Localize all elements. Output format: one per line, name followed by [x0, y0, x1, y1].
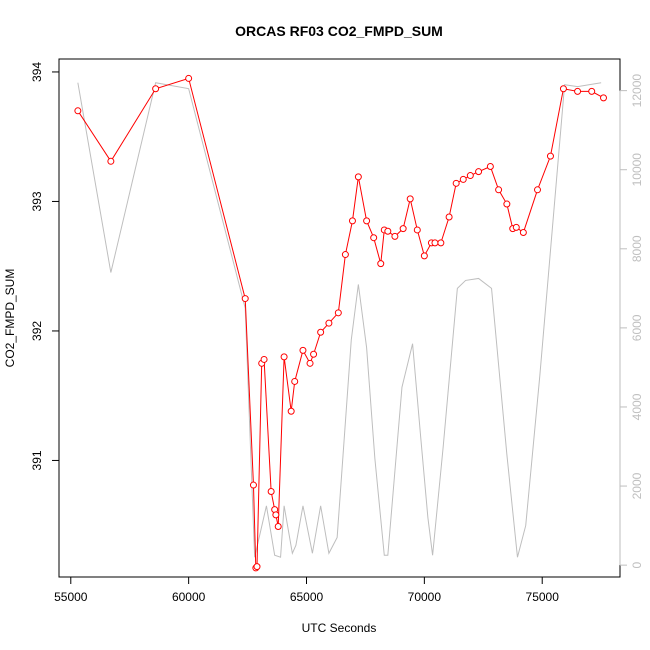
data-point [437, 239, 445, 247]
data-point [486, 162, 494, 170]
x-tick-label: 55000 [54, 590, 88, 604]
secondary-y-axis: 0 2000 4000 6000 8000 10000 12000 [619, 74, 644, 568]
data-point [348, 217, 356, 225]
secondary-y-tick-label: 2000 [630, 472, 644, 499]
data-point [420, 252, 428, 260]
x-tick-label: 65000 [290, 590, 324, 604]
data-point [503, 200, 511, 208]
data-point [391, 232, 399, 240]
data-point [559, 85, 567, 93]
x-tick-label: 75000 [526, 590, 560, 604]
data-point [334, 309, 342, 317]
data-point [370, 234, 378, 242]
x-axis: 55000 60000 65000 70000 75000 [54, 576, 560, 604]
data-point [185, 74, 193, 82]
secondary-series-layer [77, 82, 602, 558]
data-point [274, 522, 282, 530]
x-axis-label: UTC Seconds [302, 621, 377, 635]
secondary-y-tick-label: 0 [630, 561, 644, 568]
data-point [310, 350, 318, 358]
data-point [512, 223, 520, 231]
secondary-series-line [77, 82, 602, 558]
data-point [325, 319, 333, 327]
data-point [534, 186, 541, 194]
data-point [152, 85, 160, 93]
data-point [495, 186, 503, 194]
data-point [291, 377, 299, 385]
data-point [459, 175, 467, 183]
data-point [377, 260, 385, 268]
secondary-y-tick-label: 12000 [630, 74, 644, 108]
y-axis: 391 392 393 394 [30, 62, 60, 470]
data-point [406, 195, 414, 203]
data-point [299, 346, 307, 354]
y-tick-label: 392 [30, 321, 44, 341]
data-point [317, 328, 325, 336]
data-point [384, 227, 392, 235]
data-point [253, 563, 261, 571]
data-point [519, 229, 527, 237]
secondary-y-tick-label: 6000 [630, 314, 644, 341]
data-point [600, 94, 607, 102]
y-tick-label: 393 [30, 191, 44, 211]
data-point [341, 251, 349, 259]
data-point [399, 225, 407, 233]
y-tick-label: 394 [30, 62, 44, 82]
secondary-y-tick-label: 4000 [630, 393, 644, 420]
x-tick-label: 60000 [172, 590, 206, 604]
data-point [431, 239, 439, 247]
secondary-y-tick-label: 10000 [630, 153, 644, 187]
data-point [280, 353, 288, 361]
data-point [466, 172, 474, 180]
data-point [107, 157, 115, 165]
data-point [475, 168, 483, 176]
data-point [452, 179, 460, 187]
data-point [413, 226, 421, 234]
data-point [354, 173, 362, 181]
y-tick-label: 391 [30, 450, 44, 470]
y-axis-label: CO2_FMPD_SUM [3, 269, 17, 368]
data-point [241, 295, 249, 303]
data-point [306, 359, 314, 367]
x-tick-label: 70000 [408, 590, 442, 604]
data-point [74, 107, 82, 115]
data-point [249, 481, 257, 489]
data-point [287, 407, 295, 415]
data-point [445, 213, 453, 221]
data-point [546, 152, 554, 160]
primary-series-layer [74, 74, 607, 572]
data-point [260, 355, 268, 363]
data-point [272, 511, 280, 519]
secondary-y-tick-label: 8000 [630, 235, 644, 262]
data-point [574, 87, 582, 95]
data-point [267, 488, 275, 496]
chart-title: ORCAS RF03 CO2_FMPD_SUM [235, 23, 443, 39]
data-point [588, 87, 596, 95]
data-point [363, 217, 371, 225]
